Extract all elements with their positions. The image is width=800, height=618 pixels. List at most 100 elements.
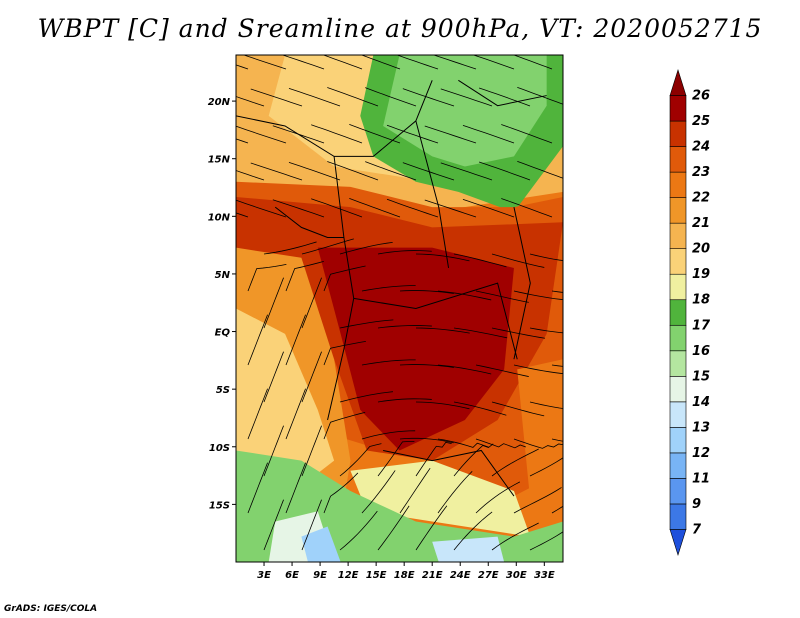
streamline: [301, 277, 322, 329]
streamline: [339, 391, 393, 403]
colorbar-bin: [669, 529, 687, 557]
colorbar-label: 22: [692, 191, 710, 206]
streamline: [247, 264, 287, 292]
lat-tick-label: 20N: [208, 97, 231, 108]
streamline: [272, 125, 325, 144]
streamline: [247, 314, 268, 366]
map-plot-area: [236, 55, 622, 562]
streamline: [462, 199, 515, 218]
streamline: [263, 351, 284, 403]
streamline: [437, 471, 473, 514]
streamline: [365, 161, 417, 181]
streamline: [453, 443, 494, 477]
streamline: [475, 481, 521, 514]
streamline: [513, 290, 563, 301]
streamline: [501, 198, 553, 218]
streamline: [377, 505, 410, 551]
streamline: [285, 388, 306, 440]
colorbar-bin: [669, 248, 687, 275]
lat-tick-label: 10S: [209, 443, 230, 454]
colorbar: 7 9 11 12 13 14 15 16 17 18 19 20 21 22 23 24 25 26: [669, 68, 711, 557]
streamline: [462, 125, 515, 144]
streamline: [323, 472, 359, 514]
streamline: [339, 319, 394, 329]
streamline: [323, 341, 366, 366]
lon-tick-label: 21E: [422, 570, 443, 581]
streamline: [365, 87, 417, 107]
streamline: [272, 199, 325, 218]
latitude-axis: 20N 15N 10N 5N EQ 5S 10S 15S: [208, 97, 236, 511]
streamline: [568, 253, 622, 255]
streamline: [339, 241, 393, 255]
streamline: [529, 327, 563, 334]
streamline: [288, 161, 341, 181]
colorbar-label: 26: [692, 89, 710, 104]
streamline: [475, 290, 529, 303]
colorbar-bin: [669, 401, 687, 428]
streamline: [453, 401, 507, 416]
lat-tick-label: 10N: [208, 212, 231, 223]
streamline: [301, 351, 322, 403]
border-line: [458, 79, 547, 107]
colorbar-label: 13: [692, 420, 710, 435]
streamline: [437, 438, 489, 448]
streamline: [263, 277, 284, 329]
streamline: [386, 198, 439, 218]
lat-tick-label: 5N: [215, 270, 231, 281]
streamline: [415, 327, 470, 334]
streamline: [424, 125, 477, 144]
border-line: [383, 449, 515, 497]
streamline: [349, 124, 401, 144]
streamline: [288, 87, 341, 107]
streamline: [491, 327, 546, 339]
field-atlantic-cool: [236, 308, 335, 486]
streamline: [512, 55, 553, 70]
streamline: [424, 199, 477, 218]
colorbar-bin: [669, 68, 687, 96]
streamline: [339, 510, 378, 551]
colorbar-label: 12: [692, 446, 710, 461]
lat-tick-label: 15N: [208, 155, 231, 166]
streamline: [478, 161, 531, 181]
streamline: [568, 443, 609, 476]
streamline: [236, 125, 287, 144]
colorbar-bin: [669, 273, 687, 301]
streamline: [568, 327, 622, 329]
map-title: WBPT [C] and Sreamline at 900hPa, VT: 20…: [37, 14, 763, 43]
streamline: [247, 388, 268, 440]
lat-tick-label: 5S: [216, 385, 230, 396]
streamline: [491, 253, 545, 268]
streamline: [551, 438, 563, 442]
streamline: [377, 440, 415, 477]
colorbar-label: 17: [692, 318, 711, 333]
temperature-field: [236, 55, 563, 562]
colorbar-bin: [669, 299, 687, 326]
streamline: [475, 364, 529, 377]
streamline: [361, 359, 416, 366]
colorbar-label: 20: [692, 242, 710, 257]
streamline: [491, 522, 539, 551]
streamline: [323, 412, 366, 440]
streamline: [377, 250, 432, 255]
streamline: [285, 260, 324, 292]
lon-tick-label: 9E: [313, 570, 327, 581]
colorbar-label: 18: [692, 293, 710, 308]
streamline: [529, 401, 563, 409]
streamline: [415, 441, 452, 477]
colorbar-bin: [669, 427, 687, 454]
streamline: [453, 327, 508, 339]
colorbar-bin: [669, 197, 687, 224]
border-line: [274, 206, 344, 239]
streamline: [440, 162, 493, 181]
streamline: [323, 265, 366, 292]
streamline: [568, 513, 607, 550]
streamline: [386, 124, 439, 144]
streamline: [236, 212, 249, 218]
colorbar-bin: [669, 350, 687, 377]
streamline: [339, 443, 382, 477]
border-line: [353, 282, 518, 360]
streamline: [399, 290, 454, 294]
streamline: [242, 55, 287, 70]
streamline: [415, 505, 448, 551]
streamline: [236, 199, 287, 218]
